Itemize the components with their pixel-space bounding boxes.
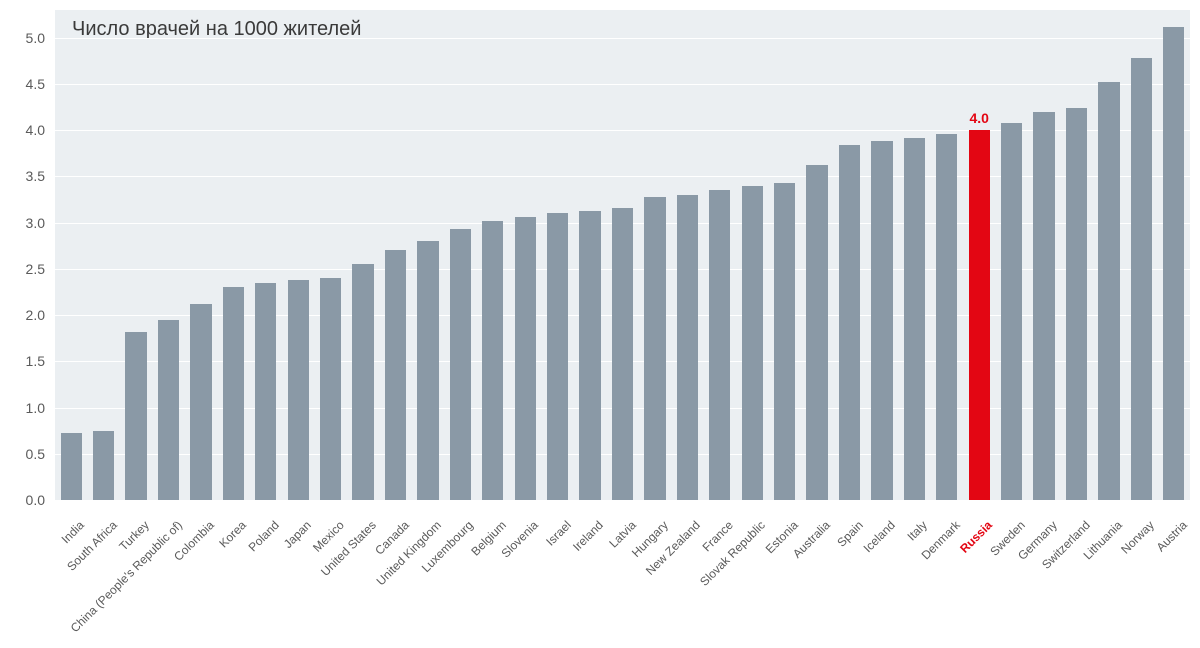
bar bbox=[969, 130, 990, 500]
bar bbox=[352, 264, 373, 500]
bar bbox=[904, 138, 925, 500]
bar bbox=[1098, 82, 1119, 500]
bar bbox=[774, 183, 795, 500]
chart-container: Число врачей на 1000 жителей 0.00.51.01.… bbox=[0, 0, 1200, 648]
bar bbox=[515, 217, 536, 500]
bar bbox=[190, 304, 211, 500]
bar bbox=[1033, 112, 1054, 500]
bar bbox=[839, 145, 860, 500]
bar bbox=[125, 332, 146, 500]
bar bbox=[1001, 123, 1022, 500]
bar bbox=[158, 320, 179, 500]
bar bbox=[871, 141, 892, 500]
bar bbox=[709, 190, 730, 500]
bar bbox=[1066, 108, 1087, 500]
bar bbox=[547, 213, 568, 500]
bar bbox=[223, 287, 244, 500]
bar bbox=[255, 283, 276, 500]
bar bbox=[93, 431, 114, 500]
bar bbox=[742, 186, 763, 500]
bar-value-label: 4.0 bbox=[969, 110, 988, 126]
bar bbox=[61, 433, 82, 500]
bar bbox=[450, 229, 471, 500]
bar bbox=[806, 165, 827, 500]
bar bbox=[677, 195, 698, 500]
bar bbox=[644, 197, 665, 500]
bar bbox=[288, 280, 309, 500]
bar bbox=[320, 278, 341, 500]
bar bbox=[579, 211, 600, 500]
bar bbox=[385, 250, 406, 500]
bar bbox=[1163, 27, 1184, 500]
bar bbox=[417, 241, 438, 500]
bar bbox=[936, 134, 957, 500]
bar bbox=[482, 221, 503, 500]
bar bbox=[612, 208, 633, 500]
bar bbox=[1131, 58, 1152, 500]
